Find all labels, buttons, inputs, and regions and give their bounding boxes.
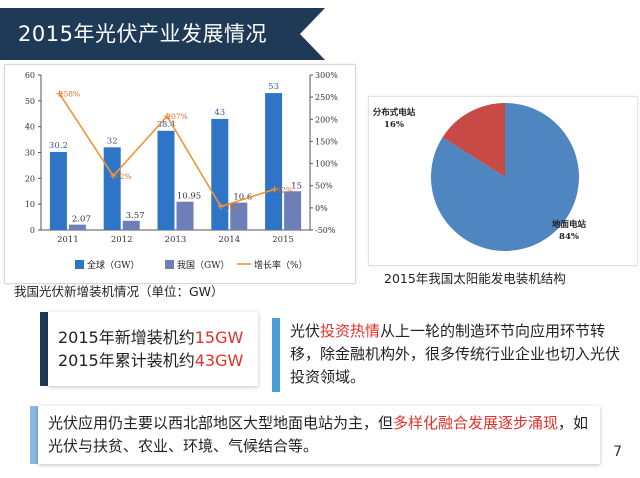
legend-china-swatch	[165, 260, 174, 269]
growth-rate-label: 207%	[166, 112, 187, 121]
bar-china-2013	[176, 201, 194, 230]
title-banner-shape	[0, 8, 325, 60]
x-tick-label: 2011	[57, 235, 79, 245]
pie-slice-percent: 16%	[384, 120, 404, 130]
growth-rate-point	[217, 203, 224, 210]
y2-tick-label: 50%	[315, 182, 333, 191]
bar-global-2013	[157, 130, 175, 230]
application-text-part2: ，如光伏与扶贫、农业、环境、气候结合等。	[48, 414, 589, 455]
y-tick-label: 50	[25, 97, 35, 106]
pie-slice-0	[442, 103, 505, 177]
page-number: 7	[613, 444, 622, 460]
bar-global-label: 38.4	[157, 120, 176, 130]
x-tick-label: 2013	[165, 235, 187, 245]
bar-chart-caption: 我国光伏新增装机情况（单位：GW）	[14, 284, 224, 299]
y2-tick-label: 150%	[315, 137, 338, 146]
investment-highlight: 投资热情	[320, 322, 381, 340]
cumulative-capacity-line: 2015年累计装机约43GW	[58, 349, 243, 372]
growth-rate-point	[271, 186, 278, 193]
pie-chart: 分布式电站 16% 地面电站 84%	[373, 103, 587, 251]
growth-rate-label: 72%	[115, 172, 132, 181]
bar-china-label: 15	[291, 181, 302, 191]
growth-rate-point	[110, 172, 117, 179]
investment-shift-text: 光伏投资热情从上一轮的制造环节向应用环节转移，除金融机构外，很多传统行业企业也切…	[290, 320, 625, 389]
application-highlight: 多样化融合发展逐步涌现	[393, 414, 559, 432]
y2-tick-label: -50%	[315, 226, 336, 235]
bar-china-2015	[284, 191, 302, 230]
x-tick-label: 2014	[218, 235, 240, 245]
growth-rate-label: 42%	[276, 185, 293, 194]
bar-china-label: 10.95	[177, 192, 201, 202]
investment-text-part1: 光伏	[290, 322, 321, 340]
new-capacity-value: 15GW	[194, 328, 244, 347]
bar-china-2011	[68, 224, 86, 230]
application-text-part1: 光伏应用仍主要以西北部地区大型地面电站为主，但	[48, 414, 394, 432]
pie-slice-percent: 84%	[559, 232, 579, 242]
pie-chart-panel: 分布式电站 16% 地面电站 84%	[368, 96, 638, 266]
y2-tick-label: 250%	[315, 93, 338, 102]
y2-tick-label: 100%	[315, 160, 338, 169]
new-capacity-line: 2015年新增装机约15GW	[58, 326, 243, 349]
legend-global-swatch	[75, 260, 84, 269]
box3-accent-bar	[30, 406, 38, 464]
y2-tick-label: 200%	[315, 115, 338, 124]
bar-global-label: 32	[107, 136, 118, 146]
cumulative-capacity-value: 43GW	[194, 351, 244, 370]
bar-global-2011	[49, 151, 67, 230]
bar-global-2012	[103, 147, 121, 230]
y2-tick-label: 0%	[315, 204, 328, 213]
application-trend-box: 光伏应用仍主要以西北部地区大型地面电站为主，但多样化融合发展逐步涌现，如光伏与扶…	[38, 406, 600, 464]
cumulative-capacity-label: 2015年累计装机约	[58, 351, 195, 370]
y-tick-label: 10	[25, 200, 35, 209]
pie-slice-name: 地面电站	[552, 219, 587, 230]
legend-china-label: 我国（GW）	[177, 260, 229, 271]
y-tick-label: 30	[25, 149, 35, 158]
bar-chart: 0 10 20 30 40 50 60 -50% 0% 50% 100% 150% 200% 250% 30…	[25, 71, 338, 271]
pie-chart-caption: 2015年我国太阳能发电装机结构	[384, 271, 566, 286]
growth-rate-point	[56, 90, 63, 97]
y-tick-label: 40	[25, 123, 35, 132]
bar-global-2015	[265, 93, 283, 230]
legend-growth-label: 增长率（%）	[254, 259, 308, 271]
bar-china-2012	[122, 220, 140, 230]
pie-slice-1	[431, 103, 579, 251]
new-capacity-label: 2015年新增装机约	[58, 328, 195, 347]
bar-china-label: 10.6	[233, 193, 252, 203]
box1-accent-bar	[40, 312, 48, 386]
pie-slice-name: 分布式电站	[373, 107, 416, 118]
growth-rate-point	[164, 113, 170, 120]
x-tick-label: 2015	[272, 235, 294, 245]
application-trend-text: 光伏应用仍主要以西北部地区大型地面电站为主，但多样化融合发展逐步涌现，如光伏与扶…	[48, 412, 593, 458]
y-tick-label: 60	[25, 71, 35, 80]
investment-text-part2: 从上一轮的制造环节向应用环节转移，除金融机构外，很多传统行业企业也切入光伏投资领…	[290, 322, 621, 386]
y2-tick-label: 300%	[315, 71, 338, 80]
box2-accent-bar	[272, 318, 280, 392]
legend-global-label: 全球（GW）	[87, 259, 139, 271]
growth-rate-label: 3%	[225, 203, 237, 212]
bar-global-label: 53	[268, 82, 279, 92]
bar-global-label: 30.2	[49, 141, 68, 151]
growth-rate-label: 258%	[59, 90, 80, 99]
page-title: 2015年光伏产业发展情况	[18, 22, 267, 46]
bar-chart-panel: 0 10 20 30 40 50 60 -50% 0% 50% 100% 150% 200% 250% 30…	[4, 64, 356, 284]
installed-capacity-box: 2015年新增装机约15GW 2015年累计装机约43GW	[48, 312, 258, 386]
x-tick-label: 2012	[111, 235, 133, 245]
y-tick-label: 0	[30, 226, 35, 235]
bar-china-label: 3.57	[126, 211, 145, 221]
bar-global-label: 43	[214, 108, 225, 118]
bar-china-2014	[230, 202, 248, 230]
y-tick-label: 20	[25, 174, 35, 183]
bar-global-2014	[211, 118, 229, 230]
bar-china-label: 2.07	[72, 215, 91, 225]
